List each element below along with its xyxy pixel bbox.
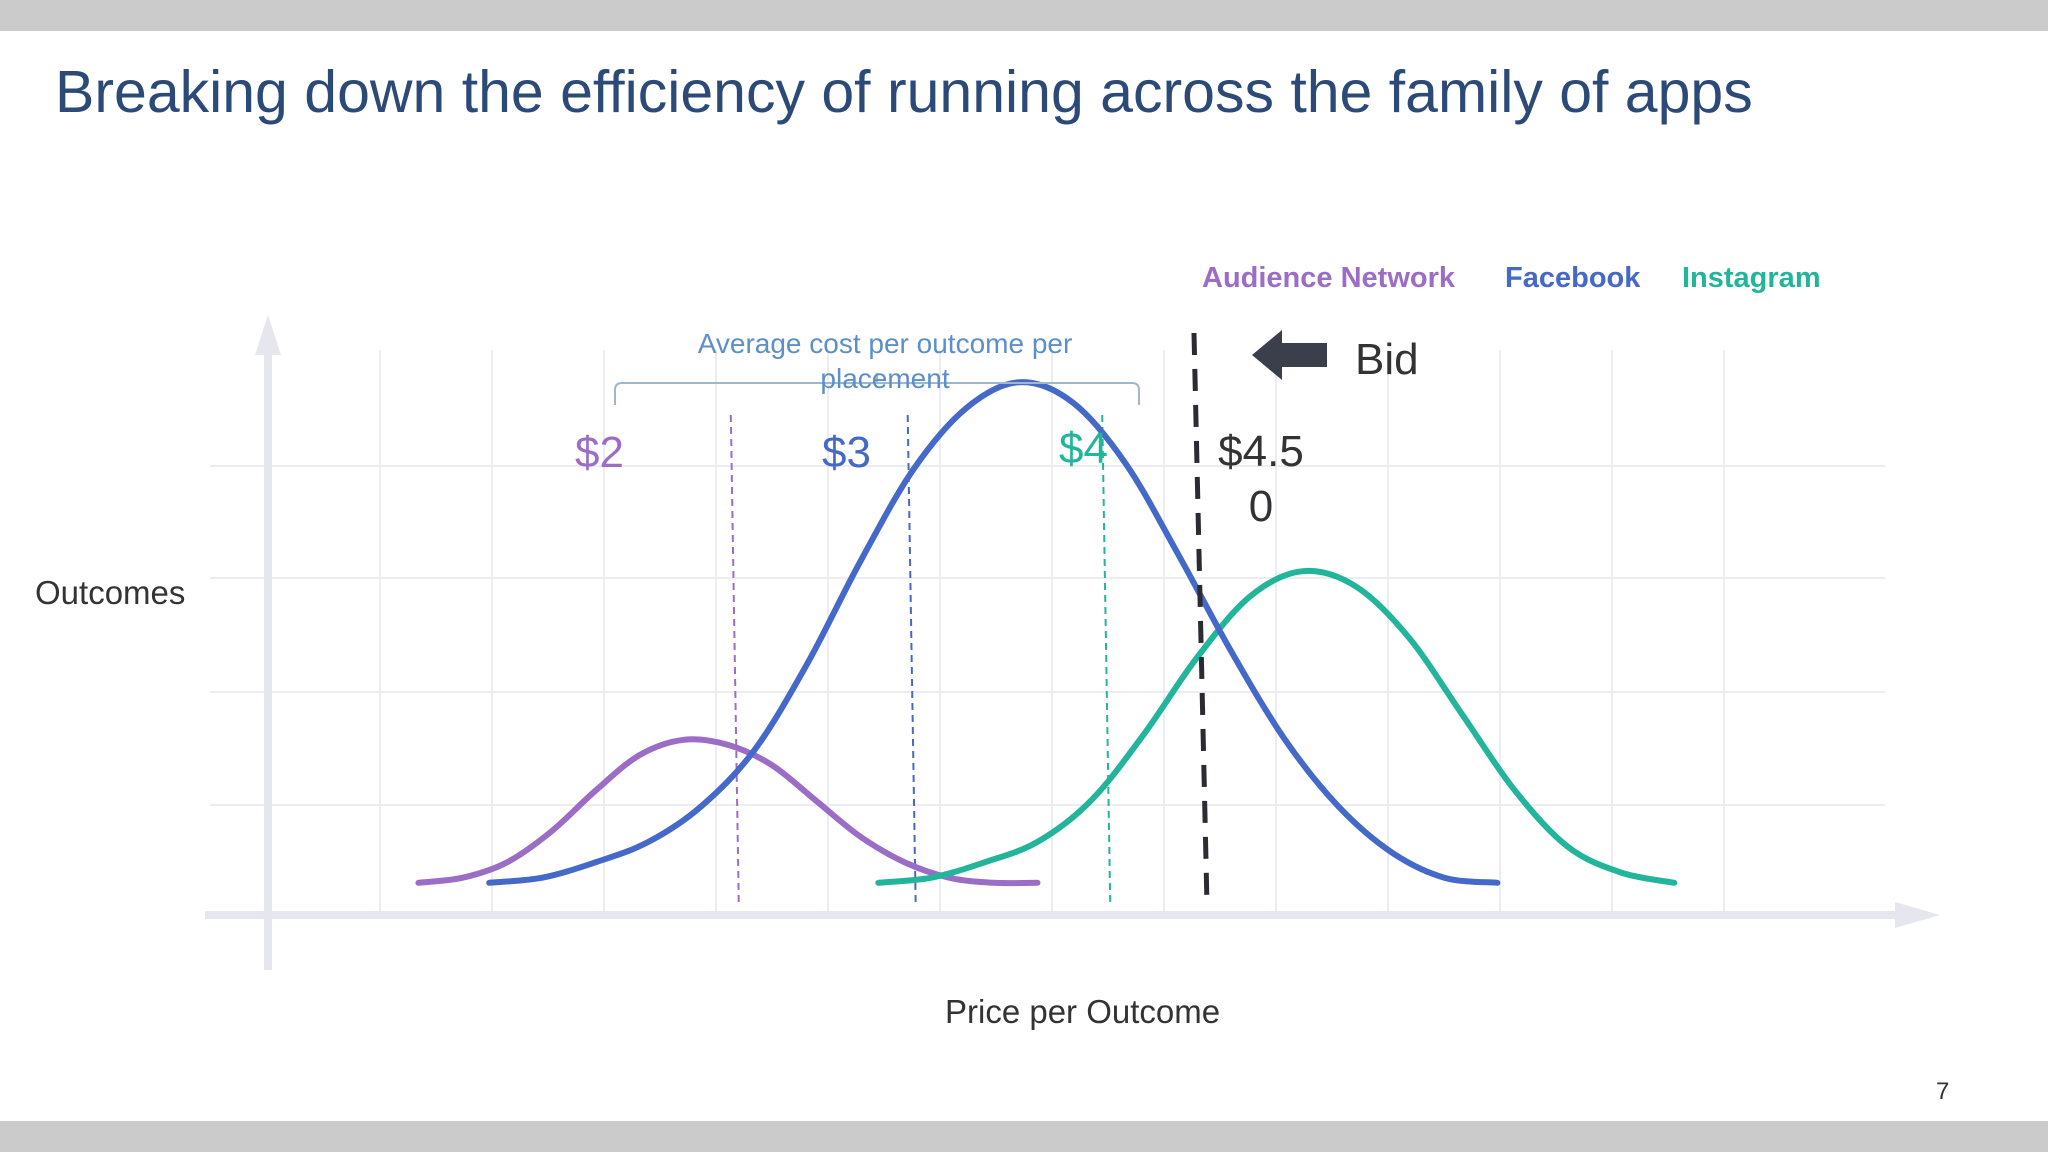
- series-line-facebook: [486, 379, 1501, 886]
- bid-arrow-icon: [1252, 330, 1327, 380]
- bottom-border: [0, 1121, 2048, 1152]
- annotation-bracket: [614, 373, 1140, 405]
- bid-label: Bid: [1355, 335, 1419, 384]
- bid-value: $4.50: [1218, 427, 1304, 531]
- legend-facebook: Facebook: [1505, 262, 1641, 294]
- price-label-audience-network: $2: [575, 428, 624, 477]
- page-number: 7: [1936, 1078, 1950, 1105]
- slide-title: Breaking down the efficiency of running …: [55, 59, 1753, 125]
- price-label-facebook: $3: [822, 428, 871, 477]
- bid-line: [1191, 332, 1210, 906]
- marker-line-1: [906, 414, 917, 906]
- series-line-instagram: [875, 567, 1678, 886]
- legend-instagram: Instagram: [1682, 262, 1821, 294]
- top-border: [0, 0, 2048, 31]
- x-axis-arrow: [1895, 902, 1940, 928]
- y-axis-label: Outcomes: [35, 574, 186, 611]
- price-label-instagram: $4: [1059, 424, 1108, 473]
- bracket-annotation: Average cost per outcome per placement: [697, 328, 1073, 394]
- y-axis-arrow: [255, 315, 281, 355]
- legend-audience-network: Audience Network: [1202, 262, 1455, 294]
- marker-line-0: [729, 414, 740, 906]
- series-line-audience-network: [415, 736, 1041, 887]
- x-axis-label: Price per Outcome: [945, 993, 1221, 1030]
- marker-line-2: [1101, 414, 1112, 906]
